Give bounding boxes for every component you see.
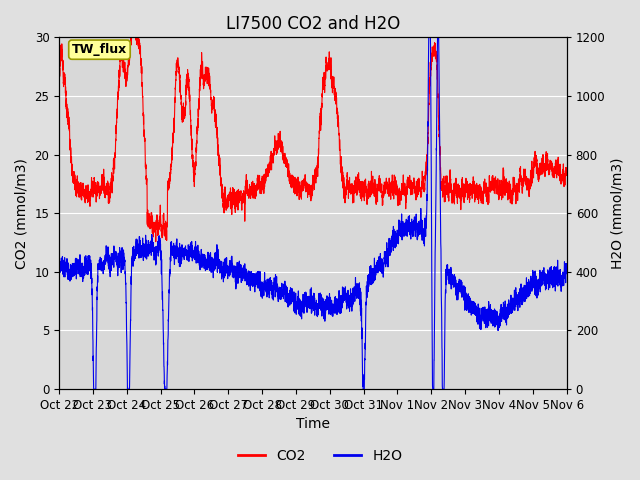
- H2O: [563, 265, 570, 271]
- CO2: [477, 184, 484, 190]
- Line: H2O: H2O: [59, 37, 566, 389]
- H2O: [477, 323, 484, 329]
- CO2: [359, 181, 367, 187]
- H2O: [90, 386, 97, 392]
- CO2: [490, 180, 498, 185]
- Y-axis label: H2O (mmol/m3): H2O (mmol/m3): [611, 157, 625, 269]
- CO2: [452, 175, 460, 181]
- CO2: [55, 86, 63, 92]
- H2O: [452, 288, 460, 294]
- Legend: CO2, H2O: CO2, H2O: [232, 443, 408, 468]
- H2O: [425, 35, 433, 40]
- CO2: [563, 165, 570, 171]
- H2O: [490, 308, 498, 313]
- CO2: [161, 233, 168, 239]
- CO2: [332, 88, 339, 94]
- Line: CO2: CO2: [59, 37, 566, 242]
- X-axis label: Time: Time: [296, 418, 330, 432]
- Text: TW_flux: TW_flux: [72, 43, 127, 56]
- H2O: [359, 381, 367, 386]
- H2O: [332, 302, 339, 308]
- H2O: [55, 266, 63, 272]
- CO2: [127, 35, 134, 40]
- Y-axis label: CO2 (mmol/m3): CO2 (mmol/m3): [15, 158, 29, 269]
- Title: LI7500 CO2 and H2O: LI7500 CO2 and H2O: [226, 15, 400, 33]
- CO2: [152, 239, 159, 245]
- H2O: [161, 378, 168, 384]
